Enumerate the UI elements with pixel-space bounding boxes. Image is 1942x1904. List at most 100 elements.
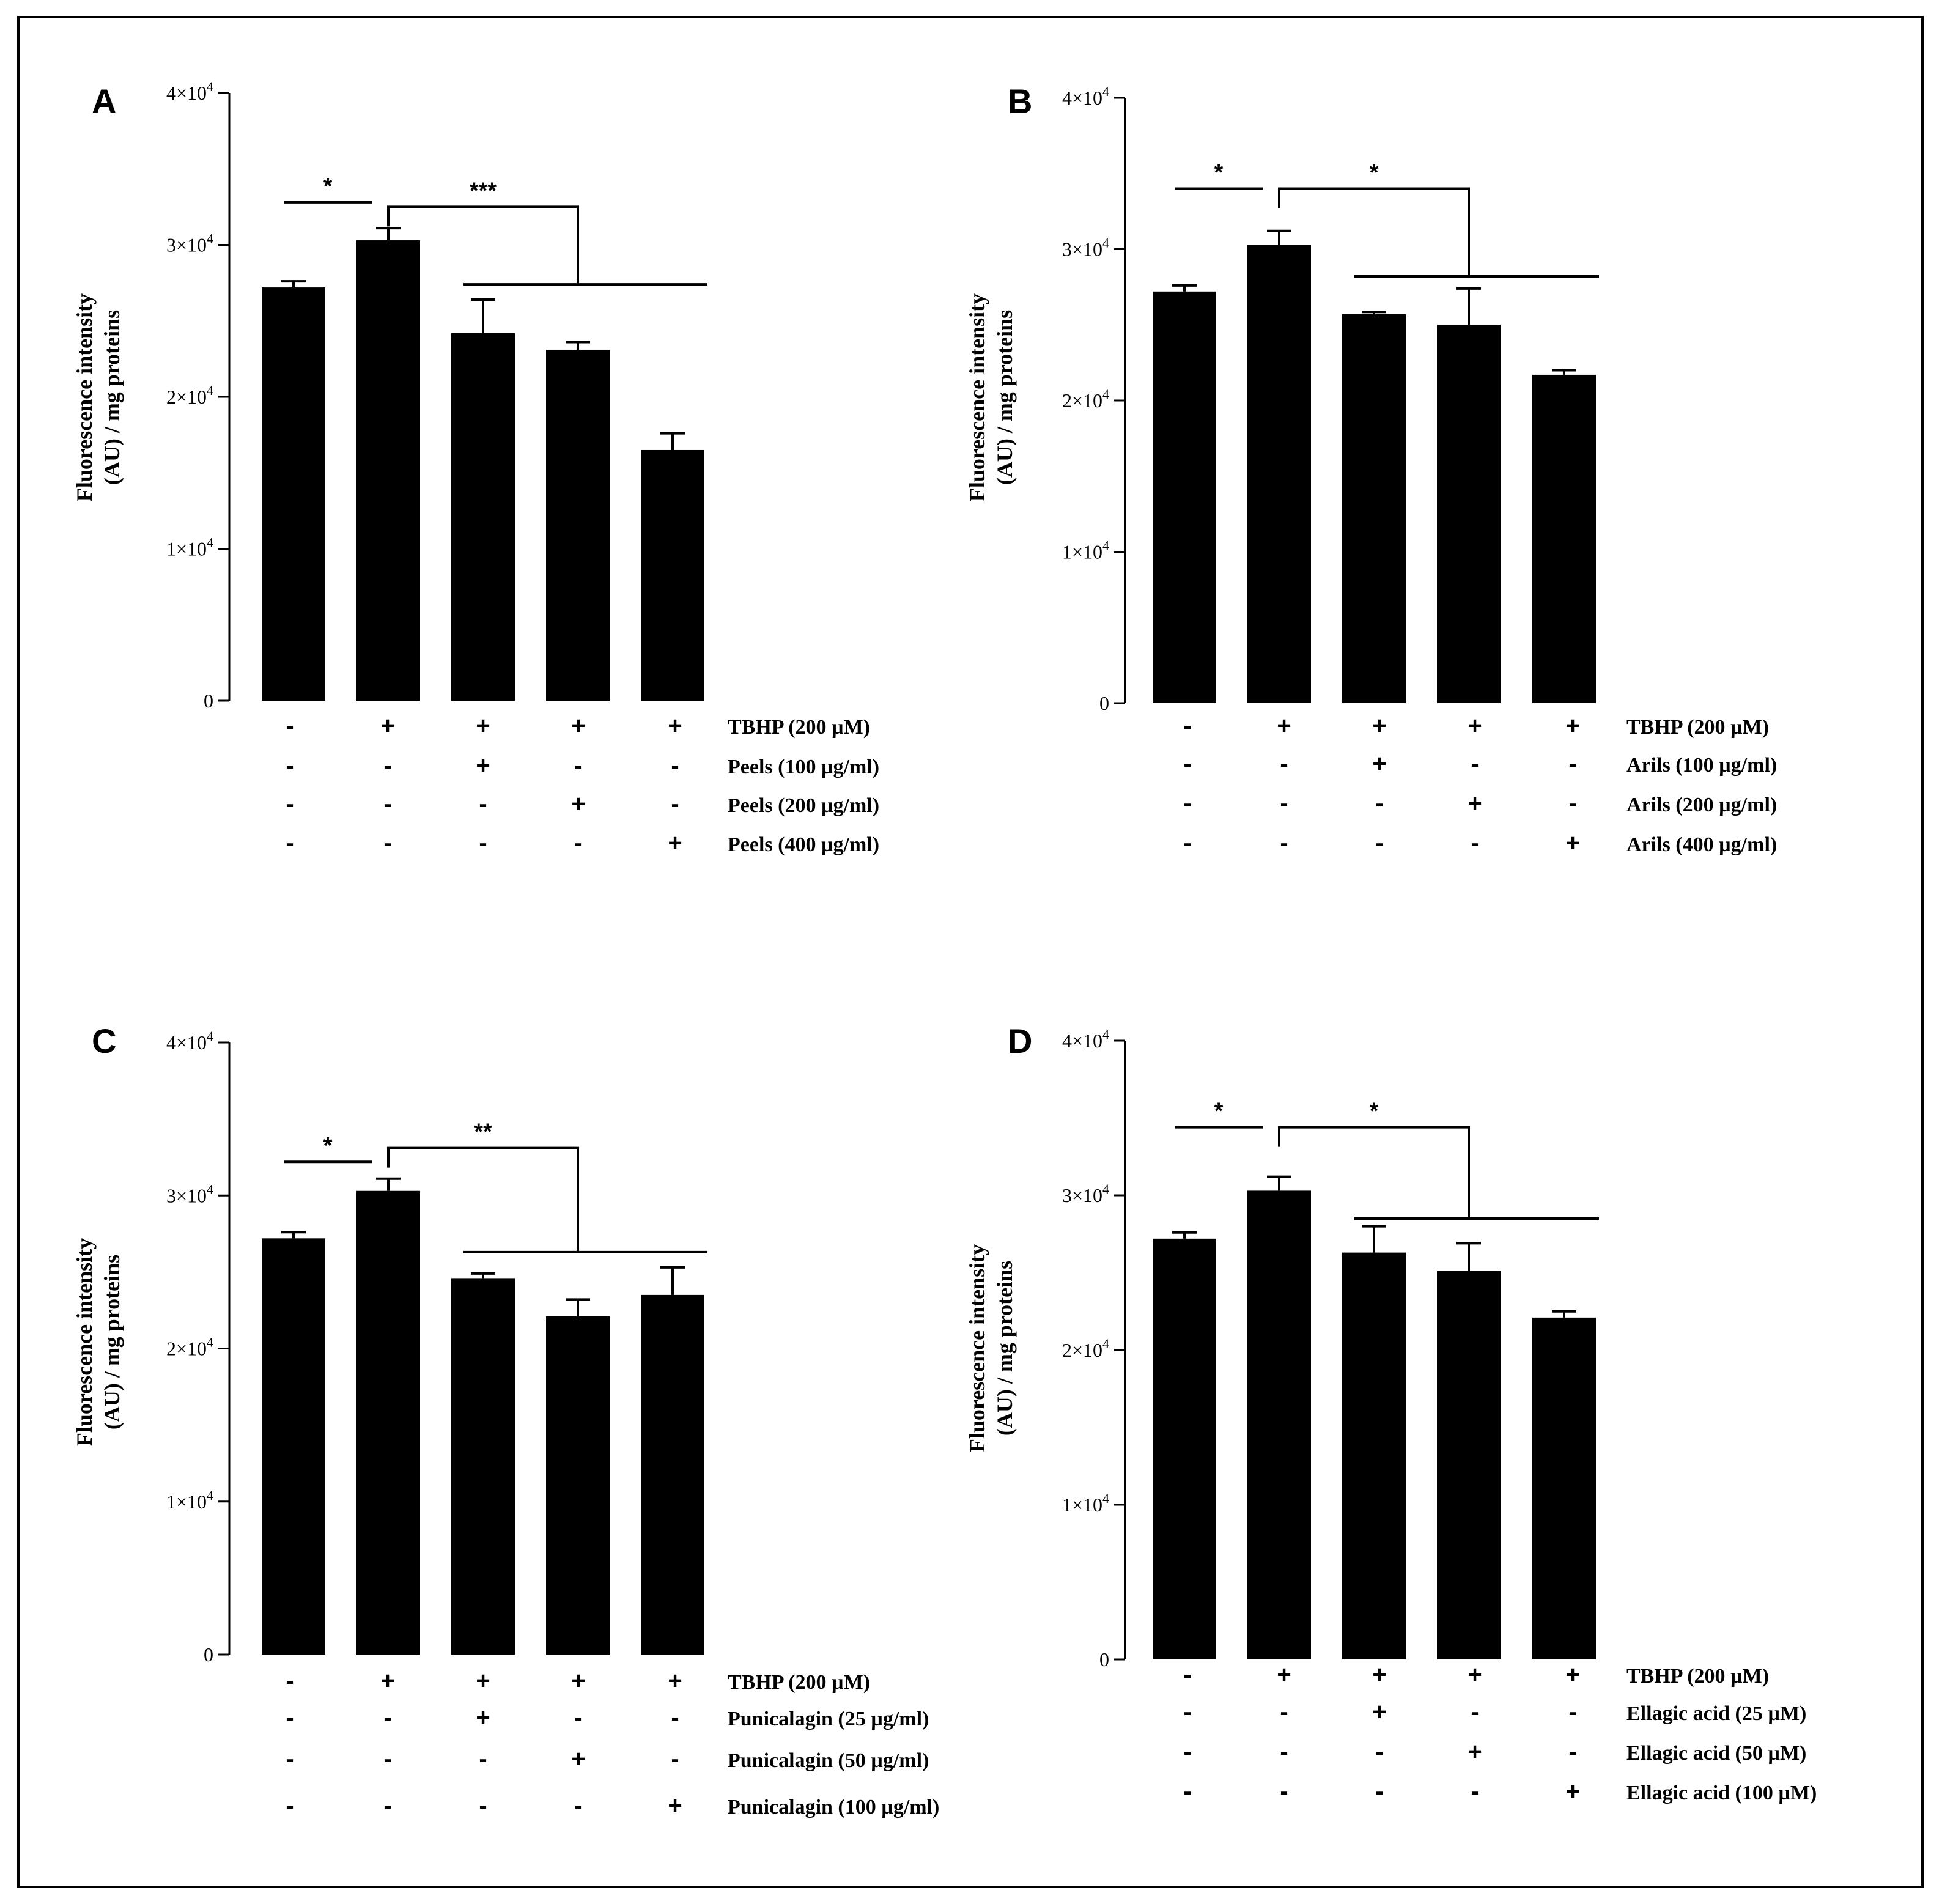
panel-b-row-3-sign-1: - bbox=[1183, 790, 1191, 817]
panel-b-ytick-label-0: 0 bbox=[1099, 692, 1109, 714]
panel-c-row-2-label: Punicalagin (25 µg/ml) bbox=[728, 1708, 929, 1730]
panel-a-ylabel-line1: Fluorescence intensity bbox=[72, 293, 97, 501]
panel-d-sig-group-star: * bbox=[1370, 1099, 1379, 1124]
panel-d-sig-bracket bbox=[1278, 1126, 1470, 1219]
panel-d-row-4-label: Ellagic acid (100 µM) bbox=[1626, 1782, 1817, 1804]
panel-a-row-2-sign-5: - bbox=[671, 752, 679, 779]
panel-a-ytick-exp-1: 4 bbox=[207, 535, 213, 550]
panel-b-sig-bracket bbox=[1278, 187, 1470, 277]
panel-a-bar-3 bbox=[451, 333, 515, 701]
panel-b-row-1-label: TBHP (200 µM) bbox=[1626, 716, 1769, 739]
panel-a-row-1-sign-5: + bbox=[668, 712, 682, 739]
panel-d-row-4-sign-3: - bbox=[1375, 1778, 1383, 1805]
panel-a-row-2-sign-4: - bbox=[574, 752, 582, 779]
panel-a-ytick-exp-2: 4 bbox=[207, 383, 213, 398]
panel-a-bar-2 bbox=[356, 240, 420, 701]
panel-c-row-3-sign-3: - bbox=[479, 1746, 487, 1773]
panel-c-bar-1 bbox=[262, 1238, 325, 1655]
panel-a-bar-5 bbox=[641, 449, 704, 701]
panel-b-row-1-sign-2: + bbox=[1277, 712, 1291, 739]
panel-d-bar-5 bbox=[1532, 1317, 1596, 1659]
panel-d-ytick-label-3: 3×104 bbox=[1062, 1181, 1109, 1206]
panel-b-row-2-sign-4: - bbox=[1471, 750, 1479, 777]
panel-c-ylabel-line2: (AU) / mg proteins bbox=[100, 1255, 124, 1430]
panel-d-ytick-exp-2: 4 bbox=[1102, 1336, 1109, 1351]
panel-b-row-3-sign-5: - bbox=[1568, 790, 1576, 817]
panel-d-row-2-sign-5: - bbox=[1568, 1699, 1576, 1725]
panel-c-row-4-sign-2: - bbox=[383, 1792, 391, 1819]
panel-a-row-1-label: TBHP (200 µM) bbox=[728, 716, 870, 739]
panel-a-row-3-sign-3: - bbox=[479, 791, 487, 817]
panel-d-row-2-sign-2: - bbox=[1280, 1699, 1288, 1725]
panel-a-ytick-exp-4: 4 bbox=[207, 79, 213, 94]
panel-a-ytick-label-4: 4×104 bbox=[166, 79, 213, 104]
panel-a-row-3-sign-5: - bbox=[671, 791, 679, 817]
panel-d-ytick-label-0: 0 bbox=[1099, 1648, 1109, 1670]
panel-a-ylabel-line2: (AU) / mg proteins bbox=[100, 310, 124, 485]
panel-b-letter: B bbox=[1008, 82, 1032, 120]
panel-b-sig-control-star: * bbox=[1214, 160, 1224, 186]
panel-c-ytick-label-4: 4×104 bbox=[166, 1028, 213, 1053]
panel-a-row-3-label: Peels (200 µg/ml) bbox=[728, 794, 879, 817]
panel-d-row-4-sign-5: + bbox=[1565, 1778, 1579, 1805]
panel-a-row-2-sign-1: - bbox=[286, 752, 294, 779]
panel-d-row-3-sign-3: - bbox=[1375, 1738, 1383, 1765]
panel-b-row-1-sign-4: + bbox=[1468, 712, 1482, 739]
panel-c-row-1-sign-5: + bbox=[668, 1667, 682, 1694]
panel-a-sig-control-star: * bbox=[323, 174, 333, 199]
panel-d-row-3-sign-4: + bbox=[1468, 1738, 1482, 1765]
panel-b-ytick-exp-2: 4 bbox=[1102, 386, 1109, 402]
figure-border bbox=[17, 16, 1924, 1888]
panel-a-row-1-sign-4: + bbox=[571, 712, 585, 739]
panel-a-row-2-sign-2: - bbox=[383, 752, 391, 779]
panel-c-row-3-sign-5: - bbox=[671, 1746, 679, 1773]
panel-d-row-3-label: Ellagic acid (50 µM) bbox=[1626, 1742, 1806, 1765]
panel-a-bar-1 bbox=[262, 287, 325, 701]
panel-d-ylabel-line1: Fluorescence intensity bbox=[965, 1244, 989, 1452]
panel-a-row-1-sign-3: + bbox=[476, 712, 490, 739]
panel-a-ytick-exp-3: 4 bbox=[207, 231, 213, 246]
panel-b-ytick-label-2: 2×104 bbox=[1062, 386, 1109, 411]
panel-a-row-3-sign-2: - bbox=[383, 791, 391, 817]
panel-a-row-4-sign-5: + bbox=[668, 830, 682, 857]
panel-b-ytick-exp-4: 4 bbox=[1102, 84, 1109, 99]
panel-a-bar-4 bbox=[546, 349, 610, 701]
panel-a-row-4-sign-1: - bbox=[286, 830, 294, 857]
panel-c-row-1-label: TBHP (200 µM) bbox=[728, 1671, 870, 1694]
panel-a-row-3-sign-1: - bbox=[286, 791, 294, 817]
panel-c-bar-3 bbox=[451, 1278, 515, 1655]
panel-c-ytick-exp-1: 4 bbox=[207, 1488, 213, 1503]
panel-d-row-2-sign-3: + bbox=[1372, 1699, 1386, 1725]
panel-b-row-4-sign-3: - bbox=[1375, 830, 1383, 857]
panel-c-ytick-exp-3: 4 bbox=[207, 1181, 213, 1197]
panel-c-ytick-label-1: 1×104 bbox=[166, 1488, 213, 1513]
panel-d-ytick-exp-4: 4 bbox=[1102, 1027, 1109, 1042]
panel-c-row-2-sign-3: + bbox=[476, 1704, 490, 1731]
panel-c-row-3-sign-2: - bbox=[383, 1746, 391, 1773]
panel-c-row-3-sign-4: + bbox=[571, 1746, 585, 1773]
panel-a-row-4-sign-4: - bbox=[574, 830, 582, 857]
panel-c-ytick-label-0: 0 bbox=[204, 1644, 213, 1666]
panel-d-row-4-sign-2: - bbox=[1280, 1778, 1288, 1805]
panel-a-row-1-sign-2: + bbox=[380, 712, 394, 739]
panel-c-sig-bracket bbox=[387, 1146, 579, 1252]
panel-c-row-4-sign-1: - bbox=[286, 1792, 294, 1819]
panel-d-row-1-sign-2: + bbox=[1277, 1661, 1291, 1688]
panel-b-row-2-sign-1: - bbox=[1183, 750, 1191, 777]
panel-d-row-1-sign-3: + bbox=[1372, 1661, 1386, 1688]
panel-a-row-4-sign-2: - bbox=[383, 830, 391, 857]
panel-d-row-4-sign-1: - bbox=[1183, 1778, 1191, 1805]
panel-c-ytick-label-3: 3×104 bbox=[166, 1181, 213, 1206]
panel-c-bar-2 bbox=[356, 1190, 420, 1655]
panel-b-row-3-label: Arils (200 µg/ml) bbox=[1626, 794, 1777, 816]
panel-d-ylabel-line2: (AU) / mg proteins bbox=[992, 1261, 1017, 1436]
panel-b-bar-4 bbox=[1437, 325, 1501, 703]
panel-a-ytick-label-2: 2×104 bbox=[166, 383, 213, 408]
panel-b-sig-group-star: * bbox=[1370, 160, 1379, 186]
panel-b-row-1-sign-1: - bbox=[1183, 712, 1191, 739]
panel-d-row-2-sign-4: - bbox=[1471, 1699, 1479, 1725]
panel-c-row-2-sign-1: - bbox=[286, 1704, 294, 1731]
panel-d-sig-control-star: * bbox=[1214, 1099, 1224, 1124]
panel-d-ytick-label-4: 4×104 bbox=[1062, 1027, 1109, 1052]
